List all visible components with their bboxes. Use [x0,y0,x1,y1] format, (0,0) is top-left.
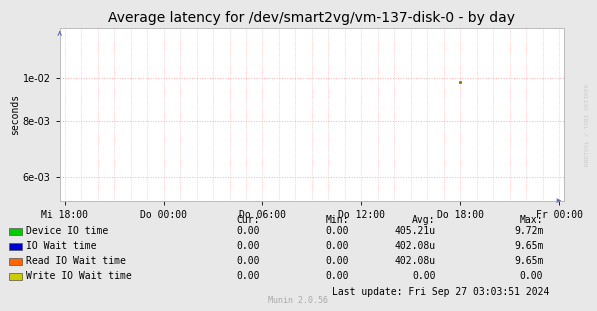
Text: 9.72m: 9.72m [514,226,543,236]
Text: 0.00: 0.00 [520,271,543,281]
Y-axis label: seconds: seconds [10,94,20,135]
Text: Cur:: Cur: [236,215,260,225]
Text: Avg:: Avg: [413,215,436,225]
Text: 402.08u: 402.08u [395,256,436,266]
Text: 0.00: 0.00 [326,241,349,251]
Text: Device IO time: Device IO time [26,226,108,236]
Text: Max:: Max: [520,215,543,225]
Title: Average latency for /dev/smart2vg/vm-137-disk-0 - by day: Average latency for /dev/smart2vg/vm-137… [109,12,515,26]
Text: 0.00: 0.00 [326,256,349,266]
Text: 9.65m: 9.65m [514,241,543,251]
Text: Min:: Min: [326,215,349,225]
Text: Write IO Wait time: Write IO Wait time [26,271,131,281]
Text: 0.00: 0.00 [236,226,260,236]
Text: IO Wait time: IO Wait time [26,241,96,251]
Text: Munin 2.0.56: Munin 2.0.56 [269,296,328,305]
Text: 402.08u: 402.08u [395,241,436,251]
Text: 405.21u: 405.21u [395,226,436,236]
Text: 0.00: 0.00 [236,271,260,281]
Text: Read IO Wait time: Read IO Wait time [26,256,125,266]
Text: 0.00: 0.00 [326,271,349,281]
Text: 0.00: 0.00 [413,271,436,281]
Text: 9.65m: 9.65m [514,256,543,266]
Text: 0.00: 0.00 [236,241,260,251]
Text: RRDTOOL / TOBI OETIKER: RRDTOOL / TOBI OETIKER [585,83,590,166]
Text: 0.00: 0.00 [326,226,349,236]
Text: 0.00: 0.00 [236,256,260,266]
Text: Last update: Fri Sep 27 03:03:51 2024: Last update: Fri Sep 27 03:03:51 2024 [332,287,549,297]
